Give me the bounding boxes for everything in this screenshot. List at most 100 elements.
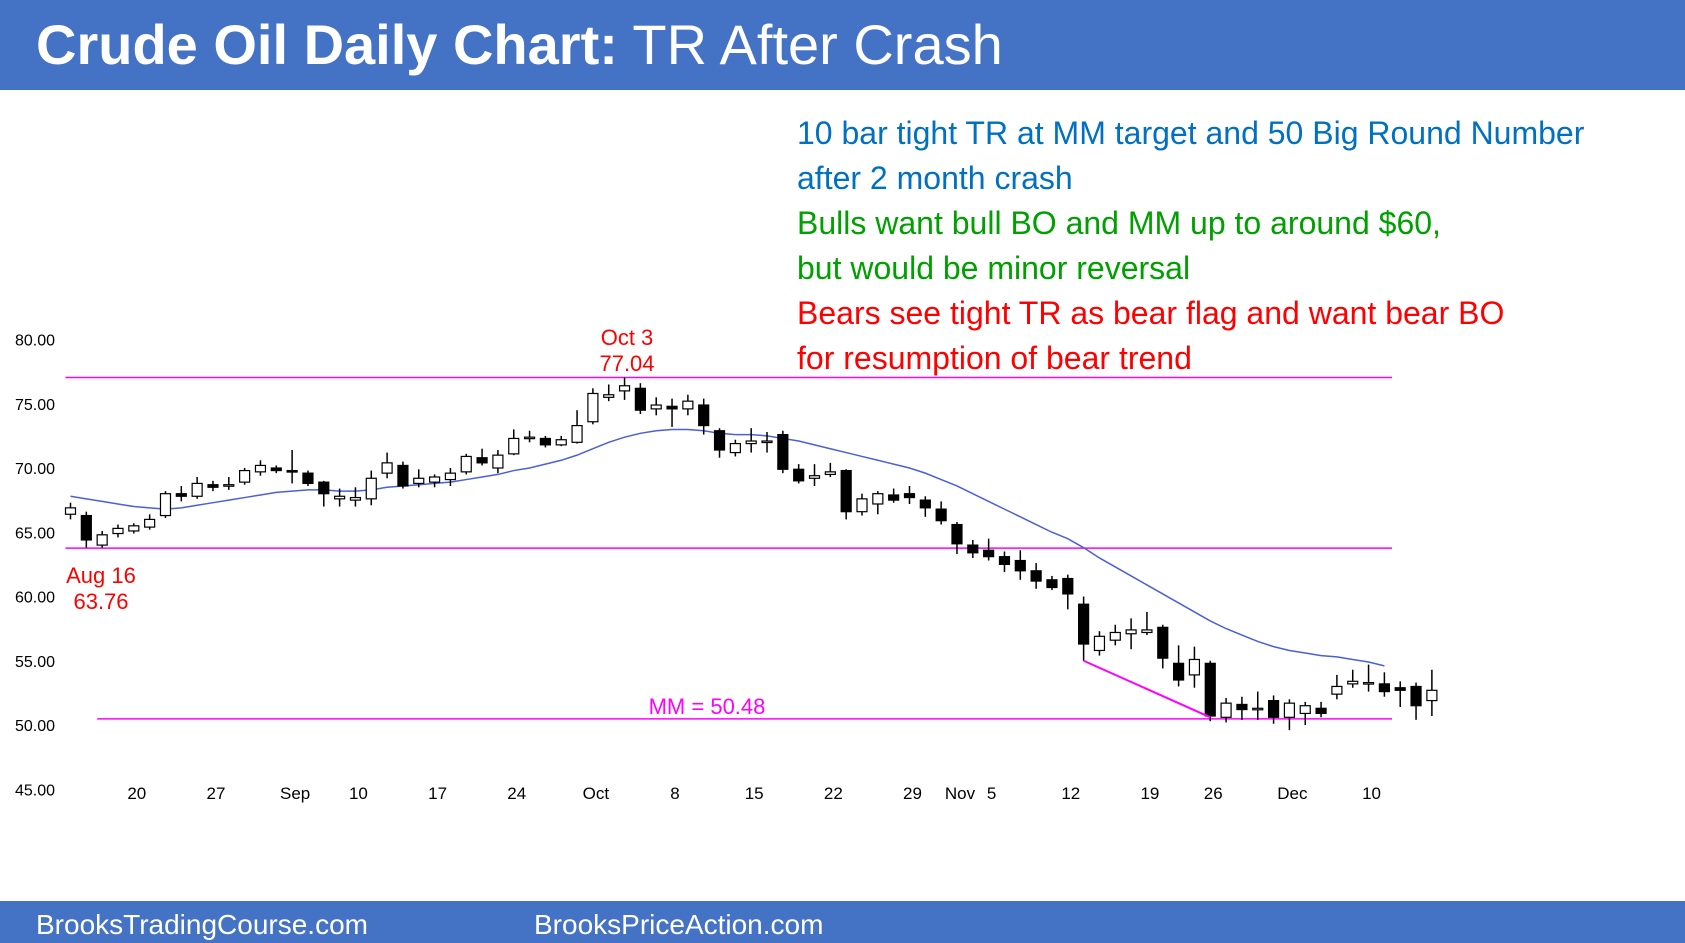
bear-candle (840, 469, 852, 513)
x-tick-label: 29 (903, 784, 922, 803)
x-tick-label: Nov (945, 784, 976, 803)
x-tick-label: Sep (280, 784, 310, 803)
bull-candle (571, 424, 583, 443)
bull-candle (1362, 681, 1375, 685)
bear-candle (998, 556, 1011, 565)
bull-candle (555, 439, 567, 446)
bear-candle (476, 457, 488, 464)
bear-candle (777, 433, 789, 470)
x-tick-label: 24 (507, 784, 526, 803)
bull-candle (745, 440, 757, 445)
bear-candle (1236, 703, 1248, 711)
moving-average-line (70, 428, 1385, 667)
bear-candle (1394, 687, 1406, 691)
bull-candle (1220, 702, 1232, 718)
bull-candle (413, 477, 425, 485)
footer-bar: BrooksTradingCourse.com BrooksPriceActio… (0, 901, 1685, 943)
bull-candle (856, 498, 868, 513)
x-tick-label: 10 (349, 784, 368, 803)
y-tick-label: 80.00 (15, 333, 55, 350)
bear-candle (1267, 699, 1280, 718)
bear-candle (286, 469, 298, 473)
bull-candle (523, 436, 536, 440)
bull-candle (191, 482, 203, 497)
bear-candle (1030, 570, 1042, 582)
bull-candle (618, 385, 631, 392)
y-tick-label: 50.00 (15, 718, 55, 735)
bear-candle (983, 549, 995, 558)
bull-candle (144, 518, 156, 528)
x-tick-label: 26 (1204, 784, 1223, 803)
y-tick-label: 55.00 (15, 654, 55, 671)
point-label-date: Aug 16 (66, 563, 136, 588)
bull-candle (239, 469, 251, 483)
title-bold: Crude Oil Daily Chart: (36, 13, 618, 76)
y-tick-label: 45.00 (15, 782, 55, 799)
bull-candle (1125, 629, 1137, 635)
bull-candle (761, 440, 773, 444)
bear-candle (1046, 579, 1058, 589)
bear-candle (666, 405, 678, 410)
bull-candle (334, 495, 346, 500)
annotation-line-4: but would be minor reversal (797, 250, 1191, 286)
bull-candle (729, 442, 741, 454)
footer-right-text: BrooksPriceAction.com (534, 909, 824, 940)
bear-candle (397, 464, 409, 487)
bull-candle (96, 534, 108, 546)
bear-candle (302, 472, 314, 485)
footer-left-text: BrooksTradingCourse.com (36, 909, 368, 940)
annotation-line-6: for resumption of bear trend (797, 340, 1192, 376)
bear-candle (1410, 685, 1422, 707)
bull-candle (1347, 680, 1359, 685)
bull-candle (112, 527, 124, 535)
point-label-date: Oct 3 (601, 325, 654, 350)
bull-candle (254, 464, 267, 473)
bull-candle (1299, 705, 1311, 715)
bull-candle (508, 437, 520, 455)
bull-candle (365, 477, 377, 500)
bear-candle (1172, 662, 1185, 681)
bull-candle (159, 493, 172, 517)
bull-candle (650, 404, 662, 410)
bull-candle (1141, 629, 1153, 634)
annotation-line-2: after 2 month crash (797, 160, 1073, 196)
x-tick-label: 8 (670, 784, 679, 803)
bear-candle (935, 508, 947, 522)
bull-candle (460, 455, 472, 473)
x-tick-label: 27 (207, 784, 226, 803)
bear-candle (919, 499, 931, 509)
bear-candle (207, 484, 219, 488)
x-tick-label: Dec (1277, 784, 1308, 803)
bull-candle (381, 462, 393, 474)
annotation-line-1: 10 bar tight TR at MM target and 50 Big … (797, 115, 1585, 151)
bear-candle (1378, 683, 1390, 693)
candlestick-chart: 80.00 75.00 70.00 65.00 60.00 55.00 50.00 45.00… (15, 325, 1438, 803)
bull-candle (349, 496, 362, 501)
bear-candle (713, 430, 726, 451)
bull-candle (128, 525, 140, 532)
bear-candle (80, 514, 92, 541)
x-tick-label: 19 (1140, 784, 1159, 803)
x-tick-label: 17 (428, 784, 447, 803)
bear-candle (318, 481, 330, 495)
bear-candle (1078, 603, 1090, 645)
bull-candle (682, 400, 694, 410)
x-tick-label: 5 (987, 784, 996, 803)
bear-candle (634, 387, 646, 411)
bull-candle (1093, 635, 1106, 652)
y-tick-label: 65.00 (15, 525, 55, 542)
annotation-line-3: Bulls want bull BO and MM up to around $… (797, 205, 1441, 241)
bull-candle (223, 484, 235, 487)
bull-candle (808, 475, 821, 479)
bull-candle (492, 454, 504, 469)
bear-candle (967, 544, 979, 554)
annotation-line-5: Bears see tight TR as bear flag and want… (797, 295, 1505, 331)
bull-candle (1252, 707, 1264, 711)
y-tick-label: 75.00 (15, 397, 55, 414)
bear-candle (793, 468, 805, 482)
bear-candle (1014, 559, 1026, 572)
bear-candle (698, 404, 710, 427)
bear-candle (270, 467, 282, 472)
bear-candle (175, 493, 187, 497)
x-tick-label: 22 (824, 784, 843, 803)
